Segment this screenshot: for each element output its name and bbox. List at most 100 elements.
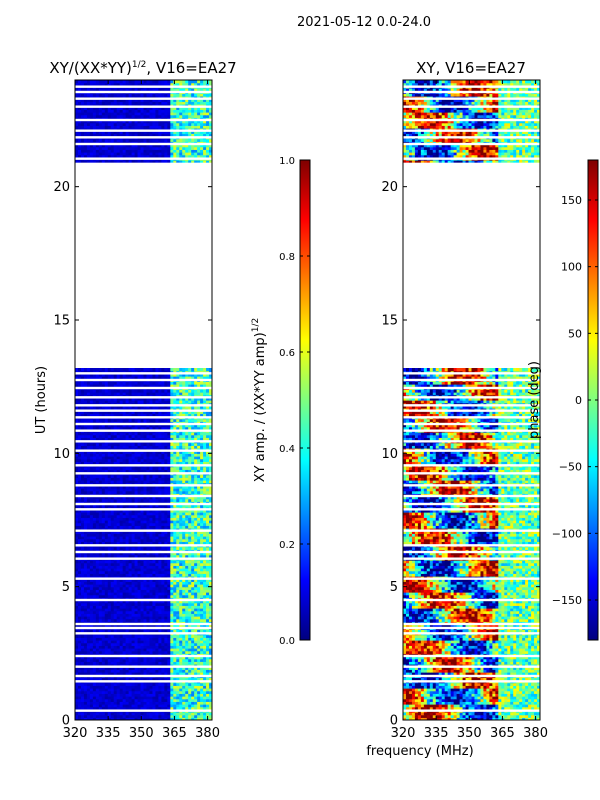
- heatmap-cell: [170, 570, 174, 574]
- heatmap-cell: [104, 589, 109, 593]
- heatmap-cell: [119, 669, 124, 673]
- heatmap-cell: [119, 533, 124, 537]
- heatmap-cell: [182, 533, 186, 537]
- heatmap-cell: [107, 456, 112, 460]
- heatmap-cell: [179, 456, 183, 460]
- heatmap-cell: [122, 578, 127, 582]
- heatmap-cell: [104, 565, 109, 569]
- heatmap-cell: [209, 584, 212, 588]
- heatmap-cell: [134, 469, 139, 473]
- heatmap-cell: [95, 517, 100, 521]
- heatmap-cell: [122, 474, 127, 478]
- heatmap-cell: [143, 480, 148, 484]
- heatmap-cell: [92, 688, 97, 692]
- heatmap-cell: [188, 453, 192, 457]
- heatmap-cell: [149, 533, 154, 537]
- heatmap-cell: [197, 461, 201, 465]
- heatmap-cell: [83, 458, 88, 462]
- heatmap-cell: [182, 437, 186, 441]
- heatmap-cell: [75, 546, 79, 550]
- heatmap-cell: [203, 568, 207, 572]
- heatmap-cell: [161, 698, 165, 702]
- heatmap-cell: [131, 648, 136, 652]
- heatmap-cell: [77, 616, 82, 620]
- heatmap-cell: [188, 568, 192, 572]
- heatmap-cell: [188, 640, 192, 644]
- heatmap-cell: [77, 624, 82, 628]
- heatmap-cell: [83, 498, 88, 502]
- heatmap-cell: [92, 458, 97, 462]
- heatmap-cell: [89, 717, 94, 720]
- heatmap-cell: [86, 477, 91, 481]
- heatmap-cell: [161, 666, 165, 670]
- heatmap-cell: [182, 456, 186, 460]
- heatmap-cell: [182, 696, 186, 700]
- heatmap-cell: [179, 613, 183, 617]
- heatmap-cell: [86, 458, 91, 462]
- heatmap-cell: [209, 666, 212, 670]
- heatmap-cell: [197, 605, 201, 609]
- heatmap-cell: [113, 568, 118, 572]
- heatmap-cell: [110, 458, 115, 462]
- heatmap-cell: [89, 453, 94, 457]
- heatmap-cell: [173, 445, 177, 449]
- heatmap-cell: [191, 504, 195, 508]
- heatmap-cell: [179, 656, 183, 660]
- heatmap-cell: [131, 637, 136, 641]
- heatmap-cell: [119, 608, 124, 612]
- heatmap-cell: [149, 586, 154, 590]
- heatmap-cell: [134, 565, 139, 569]
- heatmap-cell: [197, 546, 201, 550]
- heatmap-cell: [152, 634, 157, 638]
- heatmap-cell: [143, 618, 148, 622]
- heatmap-cell: [107, 706, 112, 710]
- heatmap-cell: [125, 536, 130, 540]
- heatmap-cell: [173, 640, 177, 644]
- heatmap-cell: [179, 498, 183, 502]
- heatmap-cell: [98, 453, 103, 457]
- heatmap-cell: [203, 458, 207, 462]
- heatmap-cell: [161, 525, 165, 529]
- heatmap-cell: [131, 592, 136, 596]
- heatmap-cell: [119, 648, 124, 652]
- heatmap-cell: [101, 714, 106, 718]
- heatmap-cell: [131, 461, 136, 465]
- heatmap-cell: [80, 594, 85, 598]
- heatmap-cell: [152, 477, 157, 481]
- heatmap-cell: [143, 554, 148, 558]
- heatmap-cell: [110, 445, 115, 449]
- heatmap-cell: [173, 573, 177, 577]
- heatmap-cell: [125, 474, 130, 478]
- heatmap-cell: [75, 685, 79, 689]
- heatmap-cell: [131, 522, 136, 526]
- heatmap-cell: [140, 645, 145, 649]
- heatmap-cell: [146, 629, 151, 633]
- heatmap-cell: [206, 570, 210, 574]
- heatmap-cell: [173, 592, 177, 596]
- heatmap-cell: [155, 445, 159, 449]
- heatmap-cell: [203, 437, 207, 441]
- heatmap-cell: [200, 568, 204, 572]
- heatmap-cell: [194, 669, 198, 673]
- heatmap-cell: [83, 656, 88, 660]
- heatmap-cell: [200, 466, 204, 470]
- heatmap-cell: [98, 672, 103, 676]
- heatmap-cell: [122, 442, 127, 446]
- heatmap-cell: [179, 642, 183, 646]
- heatmap-cell: [155, 594, 159, 598]
- heatmap-cell: [170, 642, 174, 646]
- heatmap-cell: [134, 613, 139, 617]
- heatmap-cell: [194, 432, 198, 436]
- heatmap-cell: [98, 469, 103, 473]
- heatmap-cell: [95, 474, 100, 478]
- heatmap-cell: [122, 490, 127, 494]
- heatmap-cell: [194, 520, 198, 524]
- heatmap-cell: [179, 522, 183, 526]
- heatmap-cell: [128, 600, 133, 604]
- heatmap-cell: [92, 466, 97, 470]
- heatmap-cell: [155, 677, 159, 681]
- heatmap-cell: [146, 541, 151, 545]
- heatmap-cell: [128, 437, 133, 441]
- heatmap-cell: [77, 650, 82, 654]
- heatmap-cell: [149, 656, 154, 660]
